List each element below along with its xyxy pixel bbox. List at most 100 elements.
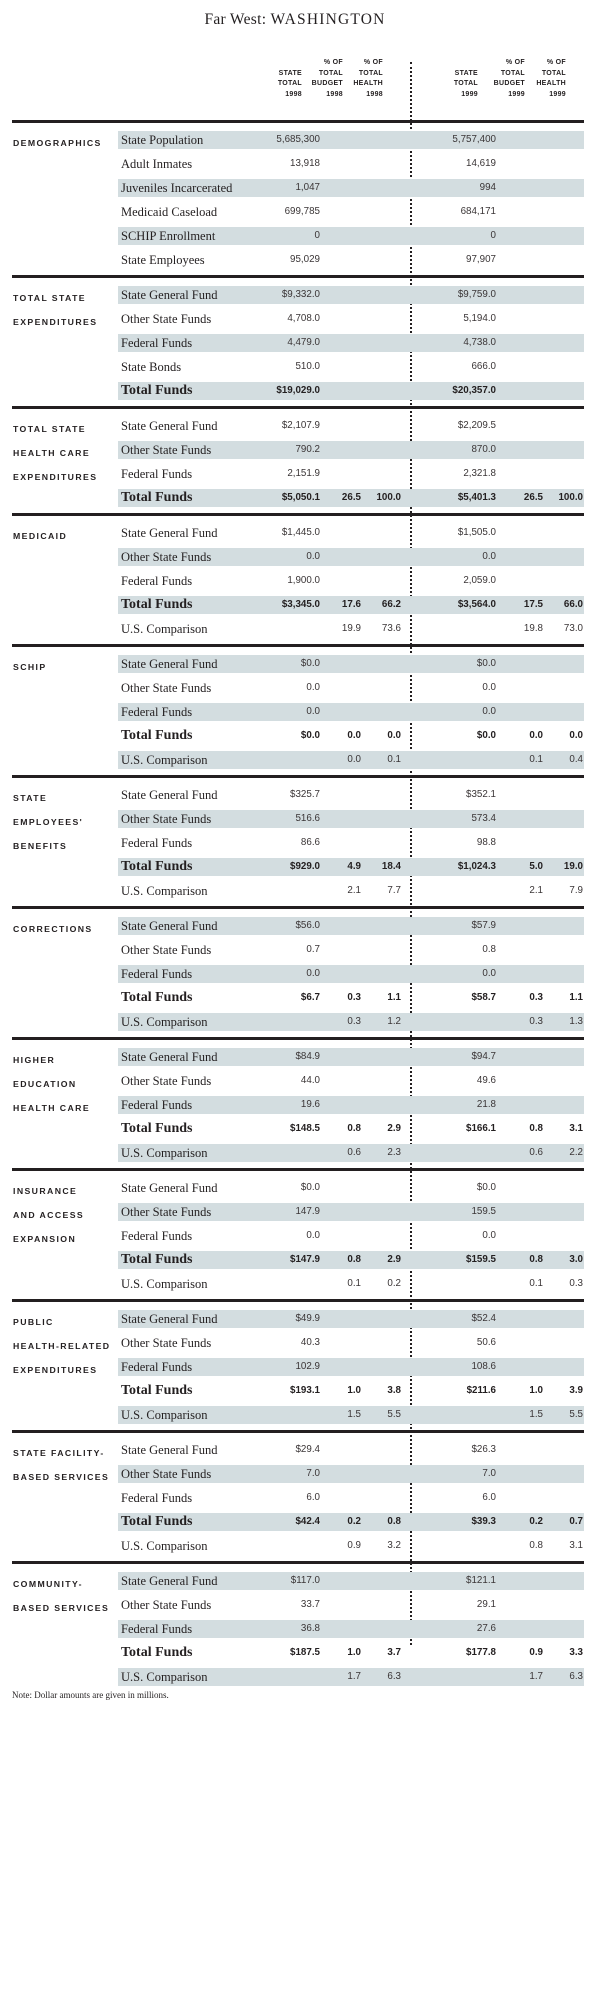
table-section: SCHIP State General Fund $0.0 $0.0 Other Sta…	[12, 644, 584, 775]
cell-state-total-1999: $159.5	[466, 1254, 496, 1265]
cell-pct-budget-1999: 0.2	[529, 1516, 543, 1527]
header-state-total-1999: STATE TOTAL 1999	[454, 69, 478, 101]
row-label: Federal Funds	[121, 1098, 193, 1112]
cell-pct-budget-1999: 5.0	[529, 861, 543, 872]
cell-pct-health-1998: 6.3	[387, 1671, 401, 1682]
cell-state-total-1999: 0.0	[482, 551, 496, 562]
table-section: COMMUNITY- BASED SERVICES State General Fu…	[12, 1561, 584, 1692]
cell-state-total-1999: 0.8	[482, 944, 496, 955]
table-section: CORRECTIONS State General Fund $56.0 $57.9 O…	[12, 906, 584, 1037]
cell-state-total-1998: 0.0	[306, 968, 320, 979]
row-label: State General Fund	[121, 1443, 218, 1457]
cell-state-total-1999: 49.6	[476, 1075, 496, 1086]
cell-state-total-1999: $52.4	[471, 1313, 496, 1324]
cell-state-total-1999: $1,024.3	[457, 861, 496, 872]
cell-state-total-1998: 13,918	[290, 158, 320, 169]
table-row: State General Fund $325.7 $352.1	[118, 783, 584, 807]
cell-pct-health-1999: 3.3	[569, 1647, 583, 1658]
section-label: HIGHER EDUCATION HEALTH CARE	[13, 1048, 121, 1120]
cell-state-total-1999: 108.6	[471, 1361, 496, 1372]
row-label: State Bonds	[121, 360, 182, 374]
cell-state-total-1999: 159.5	[471, 1206, 496, 1217]
cell-state-total-1998: 790.2	[295, 444, 320, 455]
table-row: State General Fund $9,332.0 $9,759.0	[118, 283, 584, 307]
cell-pct-budget-1999: 0.8	[529, 1540, 543, 1551]
table-row: U.S. Comparison 1.7 6.3 1.7 6.3	[118, 1665, 584, 1689]
row-label: State General Fund	[121, 1574, 218, 1588]
section-label-line: AND ACCESS	[13, 1210, 85, 1220]
cell-state-total-1999: 0.0	[482, 1230, 496, 1241]
row-label: U.S. Comparison	[121, 753, 208, 767]
table-row: State General Fund $0.0 $0.0	[118, 652, 584, 676]
cell-pct-health-1998: 0.1	[387, 754, 401, 765]
table-row: Other State Funds 7.0 7.0	[118, 1462, 584, 1486]
cell-state-total-1998: 6.0	[306, 1492, 320, 1503]
row-label: Federal Funds	[121, 1491, 193, 1505]
cell-state-total-1999: 2,321.8	[463, 468, 496, 479]
cell-state-total-1998: 36.8	[300, 1623, 320, 1634]
cell-pct-health-1998: 1.2	[387, 1016, 401, 1027]
table-row: Federal Funds 102.9 108.6	[118, 1355, 584, 1379]
cell-state-total-1999: 98.8	[476, 837, 496, 848]
table-row: U.S. Comparison 0.1 0.2 0.1 0.3	[118, 1272, 584, 1296]
cell-pct-budget-1998: 4.9	[347, 861, 361, 872]
row-label: Other State Funds	[121, 812, 212, 826]
table-row: U.S. Comparison 19.9 73.6 19.8 73.0	[118, 617, 584, 641]
table-row: State General Fund $56.0 $57.9	[118, 914, 584, 938]
header-state-total-1998: STATE TOTAL 1998	[278, 69, 302, 101]
header-line: BUDGET	[311, 80, 343, 87]
table-row: State Population 5,685,300 5,757,400	[118, 128, 584, 152]
section-label-line: EXPANSION	[13, 1234, 77, 1244]
table-section: STATE EMPLOYEES' BENEFITS State General Fun…	[12, 775, 584, 906]
cell-pct-budget-1999: 0.9	[529, 1647, 543, 1658]
header-line: 1999	[508, 90, 525, 98]
row-label: U.S. Comparison	[121, 1539, 208, 1553]
cell-state-total-1998: $325.7	[290, 789, 320, 800]
cell-pct-budget-1998: 26.5	[341, 492, 361, 503]
total-row: Total Funds $42.4 0.2 0.8 $39.3 0.2 0.7	[118, 1510, 584, 1534]
cell-state-total-1998: 7.0	[306, 1468, 320, 1479]
cell-state-total-1998: $56.0	[295, 920, 320, 931]
table-row: State General Fund $0.0 $0.0	[118, 1176, 584, 1200]
cell-pct-budget-1999: 0.0	[529, 730, 543, 741]
cell-state-total-1998: 0.0	[306, 682, 320, 693]
cell-pct-health-1998: 100.0	[376, 492, 401, 503]
cell-pct-budget-1998: 1.5	[347, 1409, 361, 1420]
cell-state-total-1998: 5,685,300	[276, 134, 320, 145]
table-row: Federal Funds 19.6 21.8	[118, 1093, 584, 1117]
row-label: State General Fund	[121, 1050, 218, 1064]
cell-pct-budget-1998: 17.6	[341, 599, 361, 610]
cell-pct-health-1999: 0.3	[569, 1278, 583, 1289]
row-label: Total Funds	[121, 1514, 193, 1529]
table-row: U.S. Comparison 1.5 5.5 1.5 5.5	[118, 1403, 584, 1427]
table-section: PUBLIC HEALTH-RELATED EXPENDITURES State Ge…	[12, 1299, 584, 1430]
table-row: Other State Funds 0.7 0.8	[118, 938, 584, 962]
cell-state-total-1999: $9,759.0	[457, 289, 496, 300]
row-label: State Employees	[121, 253, 205, 267]
header-line: 1998	[285, 90, 302, 98]
page-title-state: WASHINGTON	[270, 11, 386, 28]
cell-pct-health-1998: 0.8	[387, 1516, 401, 1527]
row-label: Total Funds	[121, 1121, 193, 1136]
row-label: Federal Funds	[121, 336, 193, 350]
row-label: State General Fund	[121, 788, 218, 802]
cell-state-total-1998: 4,708.0	[287, 313, 320, 324]
section-label: STATE FACILITY- BASED SERVICES	[13, 1441, 121, 1489]
cell-state-total-1998: 0.7	[306, 944, 320, 955]
cell-pct-health-1999: 2.2	[569, 1147, 583, 1158]
cell-pct-health-1999: 100.0	[558, 492, 583, 503]
header-line: TOTAL	[453, 80, 478, 87]
row-label: State General Fund	[121, 1312, 218, 1326]
section-label: TOTAL STATE HEALTH CARE EXPENDITURES	[13, 417, 121, 489]
total-row: Total Funds $187.5 1.0 3.7 $177.8 0.9 3.3	[118, 1641, 584, 1665]
header-line: STATE	[454, 69, 478, 77]
cell-state-total-1998: $2,107.9	[281, 420, 320, 431]
section-label-line: EDUCATION	[13, 1079, 77, 1089]
cell-pct-health-1999: 3.1	[569, 1540, 583, 1551]
header-line: % OF	[546, 59, 566, 66]
section-label-line: PUBLIC	[13, 1317, 54, 1327]
header-pct-health-1999: % OF TOTAL HEALTH 1999	[536, 58, 566, 100]
section-label: CORRECTIONS	[13, 917, 121, 941]
section-label-line: HIGHER	[13, 1055, 56, 1065]
cell-pct-health-1999: 1.1	[569, 992, 583, 1003]
